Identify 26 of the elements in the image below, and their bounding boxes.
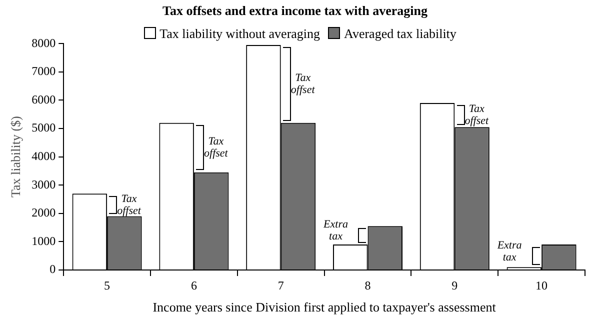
y-tick-label: 6000 — [32, 92, 56, 106]
annotation: Tax offset — [290, 72, 316, 96]
annotation: Extra tax — [322, 218, 348, 242]
x-tick-label: 6 — [190, 278, 197, 292]
y-tick-label: 4000 — [32, 148, 56, 163]
y-axis-title: Tax liability ($) — [8, 116, 24, 198]
annotation: Extra tax — [496, 239, 522, 264]
x-tick-label: 7 — [278, 278, 284, 292]
x-tick-label: 8 — [364, 278, 371, 292]
y-tick-label: 5000 — [32, 120, 56, 135]
annotation: Tax offset — [464, 102, 490, 127]
x-tick-label: 10 — [536, 278, 548, 292]
x-tick-label: 5 — [104, 278, 110, 292]
y-tick-label: 8000 — [32, 36, 56, 50]
legend-label: Averaged tax liability — [343, 26, 456, 41]
y-tick-label: 3000 — [32, 177, 56, 192]
series-label: Tax liability without averaging — [158, 26, 320, 41]
y-tick-label: 2000 — [32, 206, 56, 220]
y-tick-label: 0 — [50, 262, 56, 276]
x-axis-title: Income years since Division first applied to taxpayer's assessment — [152, 300, 496, 315]
x-tick-label: 9 — [452, 278, 458, 292]
chart-title: Tax offsets and extra income tax with averaging — [162, 3, 428, 18]
annotation: Tax offset — [204, 135, 229, 160]
annotation: Tax offset — [117, 192, 142, 217]
y-tick-label: 7000 — [32, 64, 56, 78]
y-tick-label: 1000 — [32, 234, 56, 248]
